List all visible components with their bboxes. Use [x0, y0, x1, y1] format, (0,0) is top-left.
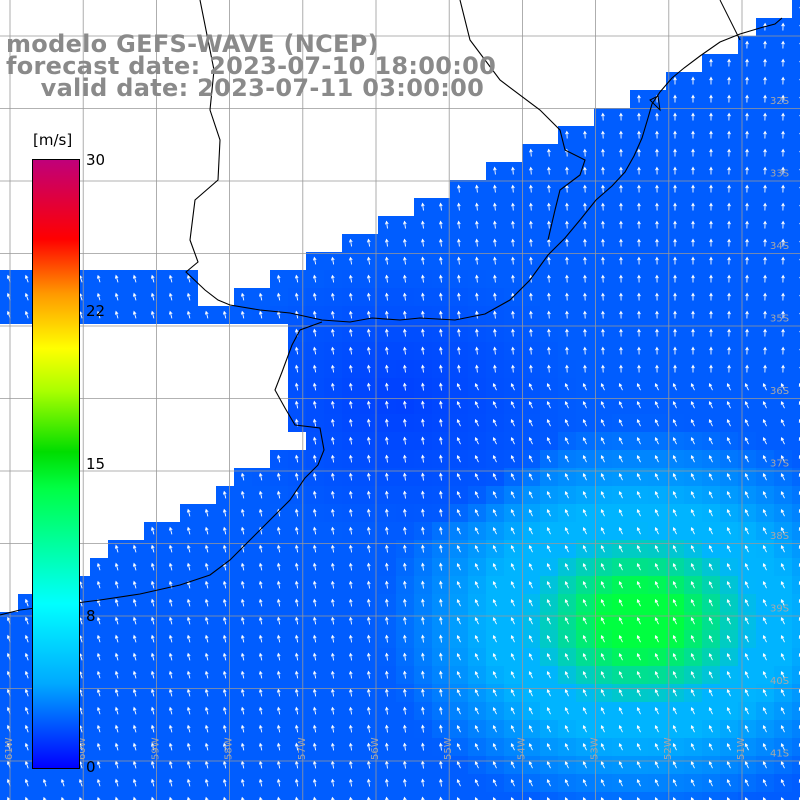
longitude-label: 52W: [663, 737, 674, 760]
colorbar-tick-30: 30: [86, 151, 106, 169]
colorbar: [32, 159, 80, 769]
title-valid-date: valid date: 2023-07-11 03:00:00: [6, 74, 485, 102]
latitude-label: 37S: [770, 459, 789, 470]
colorbar-tick-15: 15: [86, 455, 106, 473]
latitude-label: 38S: [770, 531, 789, 542]
longitude-label: 56W: [370, 737, 381, 760]
wind-arrows: [6, 6, 800, 800]
longitude-label: 58W: [224, 737, 235, 760]
coastline: [185, 0, 783, 323]
latitude-label: 33S: [770, 169, 789, 180]
lagoon-outline: [649, 0, 741, 112]
latitude-label: 39S: [770, 604, 789, 615]
colorbar-tick-8: 8: [86, 607, 96, 625]
longitude-label: 54W: [516, 737, 527, 760]
title-model: modelo GEFS-WAVE (NCEP): [6, 30, 379, 58]
latitude-label: 32S: [770, 96, 789, 107]
colorbar-unit-label: [m/s]: [33, 131, 73, 149]
colorbar-tick-0: 0: [86, 758, 96, 776]
latitude-label: 40S: [770, 676, 789, 687]
coastline-south: [0, 321, 325, 616]
longitude-label: 57W: [297, 737, 308, 760]
longitude-label: 53W: [590, 737, 601, 760]
latitude-label: 41S: [770, 749, 789, 760]
longitude-label: 51W: [736, 737, 747, 760]
longitude-label: 61W: [4, 737, 15, 760]
colorbar-tick-22: 22: [86, 302, 106, 320]
latitude-label: 35S: [770, 314, 789, 325]
longitude-label: 55W: [443, 737, 454, 760]
latitude-label: 34S: [770, 241, 789, 252]
latitude-label: 36S: [770, 386, 789, 397]
title-forecast-date: forecast date: 2023-07-10 18:00:00: [6, 52, 497, 80]
coastline-river: [459, 0, 586, 241]
longitude-label: 59W: [150, 737, 161, 760]
longitude-label: 60W: [77, 737, 88, 760]
